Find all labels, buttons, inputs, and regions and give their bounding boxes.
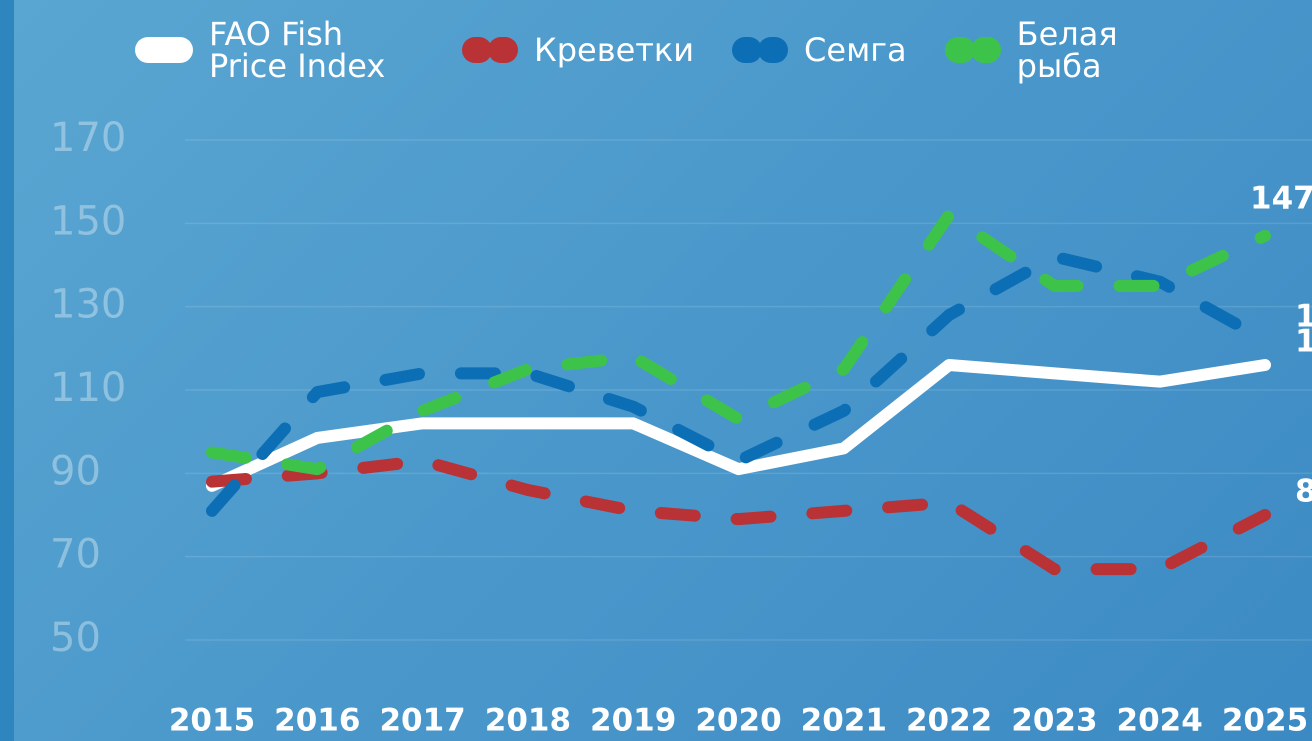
y-tick-label: 170: [50, 115, 126, 161]
value-label: 80: [1295, 474, 1312, 510]
legend-item: Креветки: [462, 34, 694, 66]
y-tick-label: 110: [50, 365, 126, 411]
x-tick-label: 2017: [379, 703, 465, 739]
x-tick-label: 2018: [485, 703, 571, 739]
x-tick-label: 2023: [1011, 703, 1097, 739]
legend-label: Креветки: [534, 31, 695, 69]
value-label: 147: [1250, 180, 1312, 216]
legend: FAO Fish Price Index Креветки Семга Белая р…: [135, 18, 1157, 82]
legend-item: FAO Fish Price Index: [135, 18, 424, 82]
x-tick-label: 2024: [1117, 703, 1203, 739]
x-tick-label: 2025: [1222, 703, 1308, 739]
x-tick-label: 2016: [274, 703, 360, 739]
legend-swatch: [462, 37, 518, 63]
legend-item: Белая рыба: [944, 15, 1157, 85]
legend-swatch: [732, 37, 789, 63]
value-label: 122: [1295, 299, 1312, 335]
legend-item: Семга: [732, 34, 907, 66]
legend-swatch: [135, 37, 193, 63]
x-tick-label: 2019: [590, 703, 676, 739]
legend-label: Семга: [804, 31, 907, 69]
series-line: [206, 209, 1271, 476]
y-tick-label: 130: [50, 282, 126, 328]
legend-label: FAO Fish Price Index: [209, 15, 386, 85]
x-tick-label: 2020: [695, 703, 781, 739]
y-tick-label: 70: [50, 532, 101, 578]
x-tick-label: 2022: [906, 703, 992, 739]
x-tick-label: 2021: [801, 703, 887, 739]
y-tick-label: 150: [50, 198, 126, 244]
value-label: 116: [1295, 324, 1312, 360]
y-tick-label: 90: [50, 448, 101, 494]
series-line: [206, 250, 1271, 517]
y-tick-label: 50: [50, 615, 101, 661]
legend-swatch: [944, 37, 1001, 63]
legend-label: Белая рыба: [1016, 15, 1118, 85]
side-strip: [0, 0, 14, 741]
series-line: [206, 454, 1271, 576]
x-tick-label: 2015: [169, 703, 255, 739]
